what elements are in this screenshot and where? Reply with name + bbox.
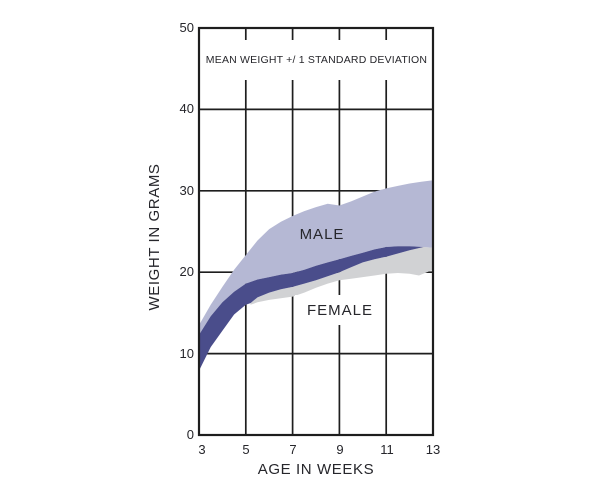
x-tick-3: 3 xyxy=(198,442,206,457)
x-axis-title: AGE IN WEEKS xyxy=(257,461,375,478)
band-areas xyxy=(199,180,433,371)
y-tick-40: 40 xyxy=(179,101,194,116)
male-band xyxy=(199,180,433,335)
y-tick-0: 0 xyxy=(186,427,194,442)
overlap-band xyxy=(199,246,433,371)
plot-border xyxy=(197,26,435,437)
y-tick-10: 10 xyxy=(179,346,194,361)
y-axis-title: WEIGHT IN GRAMS xyxy=(146,163,163,311)
x-tick-9: 9 xyxy=(336,442,344,457)
male-band-label: MALE xyxy=(299,226,345,243)
x-tick-11: 11 xyxy=(380,442,394,457)
y-tick-50: 50 xyxy=(179,20,194,35)
chart-title: MEAN WEIGHT +/ 1 STANDARD DEVIATION xyxy=(206,40,427,80)
y-tick-20: 20 xyxy=(179,264,194,279)
y-tick-30: 30 xyxy=(179,183,194,198)
female-band-label: FEMALE xyxy=(295,295,385,325)
x-tick-5: 5 xyxy=(242,442,250,457)
female-band xyxy=(250,247,433,305)
x-tick-7: 7 xyxy=(289,442,297,457)
x-tick-13: 13 xyxy=(425,442,441,457)
